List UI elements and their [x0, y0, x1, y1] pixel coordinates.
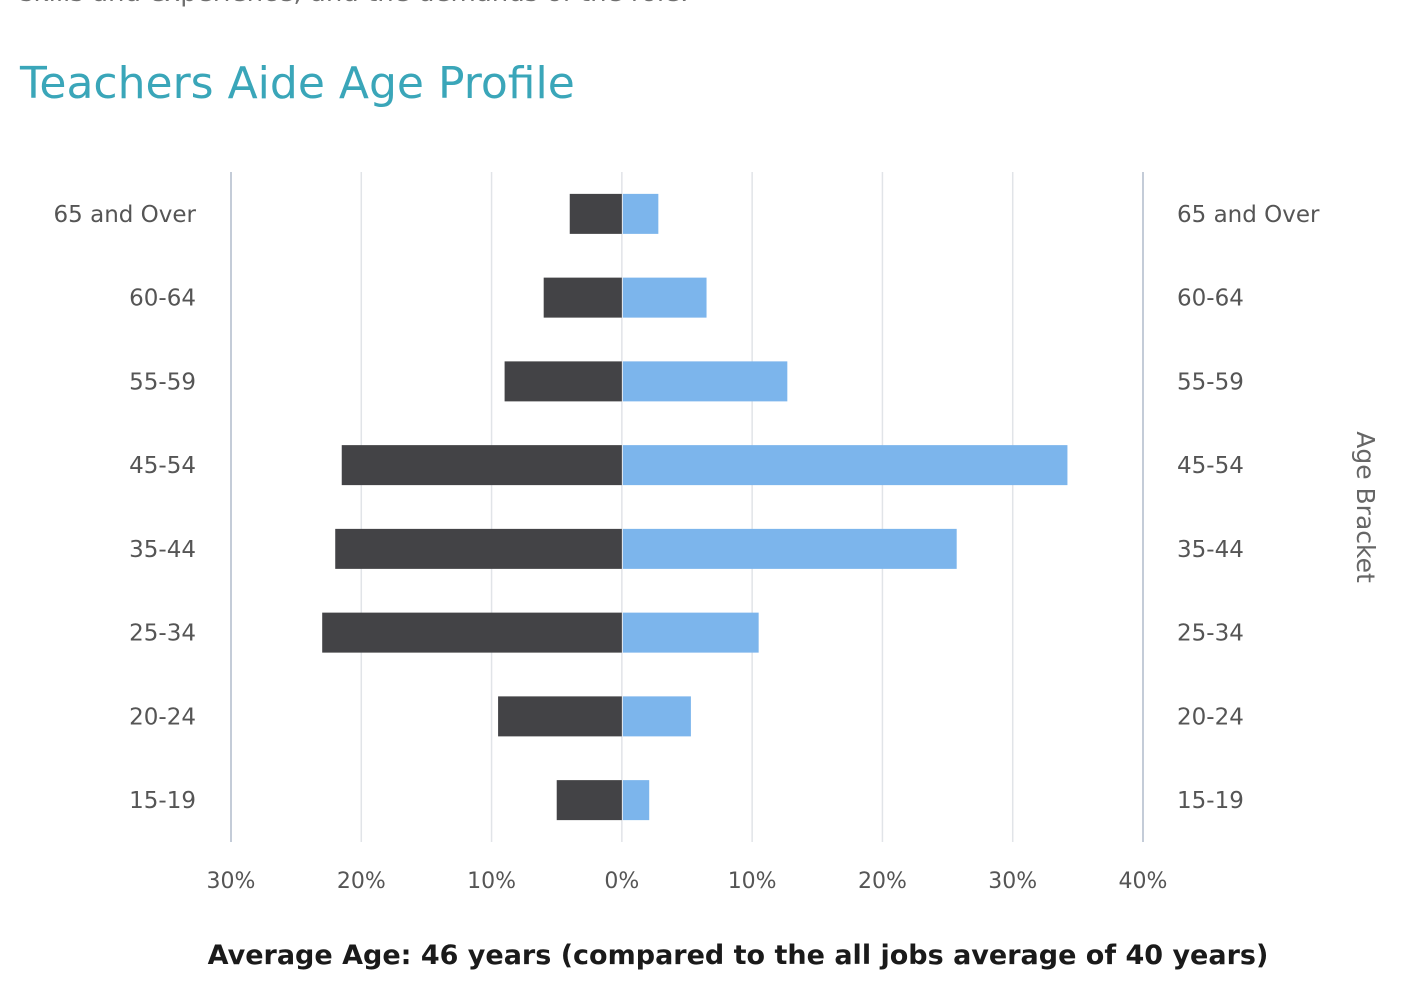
right-category-label: 60-64 — [1177, 286, 1244, 312]
left-bar — [569, 193, 622, 234]
left-category-label: 20-24 — [129, 704, 196, 730]
labels: 30% 20% 10% 0% 10% 20% 30% 40% 65 and Over 65 and… — [54, 202, 1380, 894]
x-tick-label: 30% — [988, 869, 1037, 894]
x-tick-label: 20% — [337, 869, 386, 894]
right-category-label: 65 and Over — [1177, 202, 1320, 228]
right-category-label: 35-44 — [1177, 537, 1244, 563]
left-bar — [543, 277, 622, 318]
right-axis-title: Age Bracket — [1351, 431, 1380, 583]
right-category-label: 45-54 — [1177, 453, 1244, 479]
average-age-caption: Average Age: 46 years (compared to the a… — [207, 940, 1269, 971]
left-category-label: 60-64 — [129, 286, 196, 312]
right-bar — [622, 193, 659, 234]
x-tick-label: 40% — [1119, 869, 1168, 894]
right-bar — [622, 277, 707, 318]
left-bar — [341, 445, 622, 486]
right-bar — [622, 528, 957, 569]
right-bar — [622, 445, 1068, 486]
left-category-label: 65 and Over — [54, 202, 197, 228]
right-category-label: 15-19 — [1177, 788, 1244, 814]
page-title: Teachers Aide Age Profile — [20, 58, 575, 109]
right-bar — [622, 696, 691, 737]
left-category-label: 15-19 — [129, 788, 196, 814]
bars — [322, 193, 1068, 821]
left-category-label: 35-44 — [129, 537, 196, 563]
left-category-label: 55-59 — [129, 369, 196, 395]
left-bar — [556, 780, 622, 821]
left-bar — [322, 612, 622, 653]
right-bar — [622, 780, 650, 821]
grid-lines — [230, 172, 1144, 842]
x-tick-label: 20% — [858, 869, 907, 894]
left-bar — [335, 528, 622, 569]
left-bar — [498, 696, 622, 737]
intro-text: skills and experience, and the demands o… — [20, 0, 688, 8]
right-category-label: 25-34 — [1177, 621, 1244, 647]
left-category-label: 25-34 — [129, 621, 196, 647]
x-tick-label: 10% — [467, 869, 516, 894]
left-category-label: 45-54 — [129, 453, 196, 479]
left-bar — [504, 361, 622, 402]
x-tick-label: 0% — [604, 869, 639, 894]
right-category-label: 20-24 — [1177, 704, 1244, 730]
right-category-label: 55-59 — [1177, 369, 1244, 395]
x-tick-label: 30% — [207, 869, 256, 894]
x-tick-label: 10% — [728, 869, 777, 894]
right-bar — [622, 612, 759, 653]
right-bar — [622, 361, 788, 402]
